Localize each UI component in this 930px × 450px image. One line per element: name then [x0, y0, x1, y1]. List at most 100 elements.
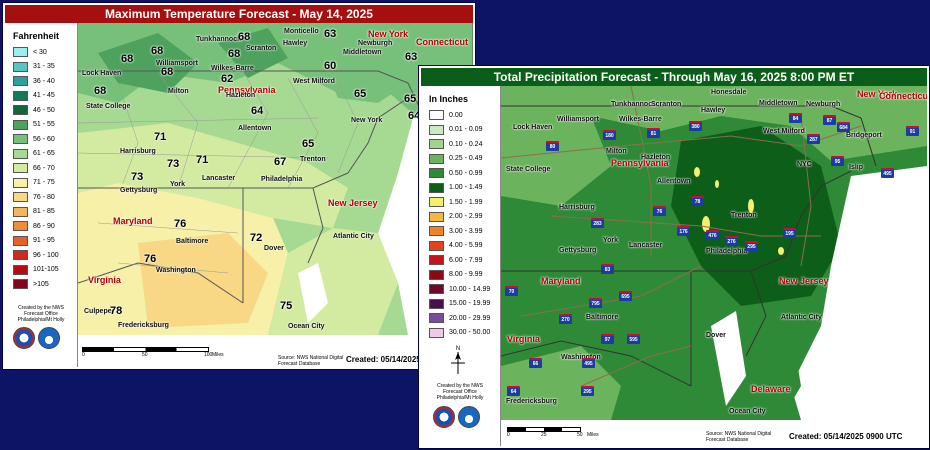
interstate-shield: 195: [783, 228, 796, 238]
temperature-legend-label: 51 - 55: [33, 121, 55, 129]
city-islip: Islip: [849, 164, 864, 171]
temp-value: 60: [324, 60, 337, 72]
precipitation-legend-label: 4.00 - 5.99: [449, 242, 483, 250]
precipitation-legend-swatch: [429, 327, 444, 338]
temperature-title: Maximum Temperature Forecast - May 14, 2…: [5, 5, 473, 23]
temperature-legend-row: 71 - 75: [13, 176, 77, 191]
temperature-legend-label: 81 - 85: [33, 208, 55, 216]
precipitation-legend-row: 1.50 - 1.99: [429, 195, 500, 210]
scale-label: 0: [507, 432, 510, 438]
city-wilkes-barre: Wilkes-Barre: [619, 116, 662, 123]
scale-label: 0: [82, 352, 85, 358]
scale-label: 50: [577, 432, 583, 438]
temp-value: 64: [408, 110, 421, 122]
city-lancaster: Lancaster: [202, 175, 236, 182]
precipitation-legend-row: 2.00 - 2.99: [429, 210, 500, 225]
temp-value: 73: [167, 158, 180, 170]
temperature-legend-row: < 30: [13, 45, 77, 60]
temp-value: 62: [221, 73, 234, 85]
city-culpeper: Culpeper: [84, 308, 115, 315]
precipitation-legend-row: 0.10 - 0.24: [429, 137, 500, 152]
precipitation-legend-label: 2.00 - 2.99: [449, 213, 483, 221]
precipitation-legend-label: 6.00 - 7.99: [449, 256, 483, 264]
noaa-logo: [458, 406, 480, 428]
temperature-map[interactable]: Pennsylvania New Jersey Maryland Virgini…: [78, 23, 473, 335]
temperature-legend-label: 56 - 60: [33, 135, 55, 143]
city-baltimore: Baltimore: [586, 314, 619, 321]
city-nyc: NYC: [797, 161, 812, 168]
temperature-legend-swatch: [13, 105, 28, 116]
interstate-shield: 176: [677, 226, 690, 236]
temperature-legend-swatch: [13, 47, 28, 58]
temperature-legend-swatch: [13, 235, 28, 246]
precipitation-legend-swatch: [429, 284, 444, 295]
precipitation-legend-row: 15.00 - 19.99: [429, 297, 500, 312]
temp-value: 73: [131, 171, 144, 183]
precipitation-legend-label: 0.01 - 0.09: [449, 126, 483, 134]
temp-value: 65: [354, 88, 367, 100]
city-york: York: [603, 237, 619, 244]
temperature-legend-row: 56 - 60: [13, 132, 77, 147]
temp-value: 72: [250, 232, 263, 244]
temperature-legend-row: 31 - 35: [13, 60, 77, 75]
temperature-legend-row: 96 - 100: [13, 248, 77, 263]
city-newburgh: Newburgh: [358, 40, 393, 47]
temperature-legend-row: 91 - 95: [13, 234, 77, 249]
temp-value: 68: [121, 53, 134, 65]
interstate-shield: 276: [725, 236, 738, 246]
city-bridgeport: Bridgeport: [846, 132, 882, 139]
temperature-legend-label: 96 - 100: [33, 251, 59, 259]
city-tunkhannock: Tunkhannock: [611, 101, 656, 108]
temperature-legend-swatch: [13, 279, 28, 290]
precipitation-legend-swatch: [429, 153, 444, 164]
precipitation-legend-row: 4.00 - 5.99: [429, 239, 500, 254]
precipitation-legend-label: 0.10 - 0.24: [449, 140, 483, 148]
city-williamsport: Williamsport: [557, 116, 599, 123]
city-state-college: State College: [86, 103, 131, 110]
temp-value: 78: [110, 305, 123, 317]
precipitation-legend-label: 0.50 - 0.99: [449, 169, 483, 177]
state-label-maryland: Maryland: [113, 216, 153, 226]
scale-unit: Miles: [212, 352, 224, 358]
precipitation-scale-bar: 0 25 50 Miles: [507, 427, 599, 438]
interstate-shield: 595: [627, 334, 640, 344]
temperature-scale-bar: 0 50 100 Miles: [82, 347, 224, 358]
city-washington: Washington: [561, 354, 601, 361]
city-milton: Milton: [606, 148, 627, 155]
state-label-virginia: Virginia: [88, 275, 121, 285]
precipitation-legend-label: 3.00 - 3.99: [449, 227, 483, 235]
city-lock-haven: Lock Haven: [513, 124, 553, 131]
precipitation-legend-swatch: [429, 139, 444, 150]
temp-value: 71: [154, 131, 167, 143]
city-harrisburg: Harrisburg: [120, 148, 156, 155]
state-label-new-jersey: New Jersey: [328, 198, 378, 208]
noaa-logo: [38, 327, 60, 349]
nws-logo: [13, 327, 35, 349]
city-honesdale: Honesdale: [711, 89, 747, 96]
city-hawley: Hawley: [701, 107, 726, 114]
temperature-legend-swatch: [13, 148, 28, 159]
temperature-legend-label: 31 - 35: [33, 63, 55, 71]
city-trenton: Trenton: [300, 156, 326, 163]
north-arrow: N: [451, 346, 465, 376]
city-ocean-city: Ocean City: [729, 408, 766, 415]
state-label-pennsylvania: Pennsylvania: [218, 85, 276, 95]
temperature-legend-swatch: [13, 134, 28, 145]
precipitation-footer: 0 25 50 Miles Source: NWS National Digit…: [501, 424, 927, 446]
city-allentown: Allentown: [657, 178, 691, 185]
city-dover: Dover: [706, 332, 726, 339]
interstate-shield: 287: [807, 134, 820, 144]
compass-icon: [451, 352, 465, 374]
city-wilkes-barre: Wilkes-Barre: [211, 65, 254, 72]
temperature-legend-row: 66 - 70: [13, 161, 77, 176]
city-atlantic-city: Atlantic City: [333, 233, 374, 240]
precipitation-map[interactable]: Pennsylvania New Jersey Maryland Virgini…: [501, 86, 927, 420]
interstate-shield: 76: [653, 206, 666, 216]
temperature-legend-row: 51 - 55: [13, 118, 77, 133]
temperature-footer: 0 50 100 Miles Source: NWS National Digi…: [78, 347, 473, 367]
precipitation-legend-swatch: [429, 168, 444, 179]
temperature-legend-row: 36 - 40: [13, 74, 77, 89]
temp-value: 68: [161, 66, 174, 78]
precipitation-legend-swatch: [429, 182, 444, 193]
interstate-shield: 495: [582, 358, 595, 368]
